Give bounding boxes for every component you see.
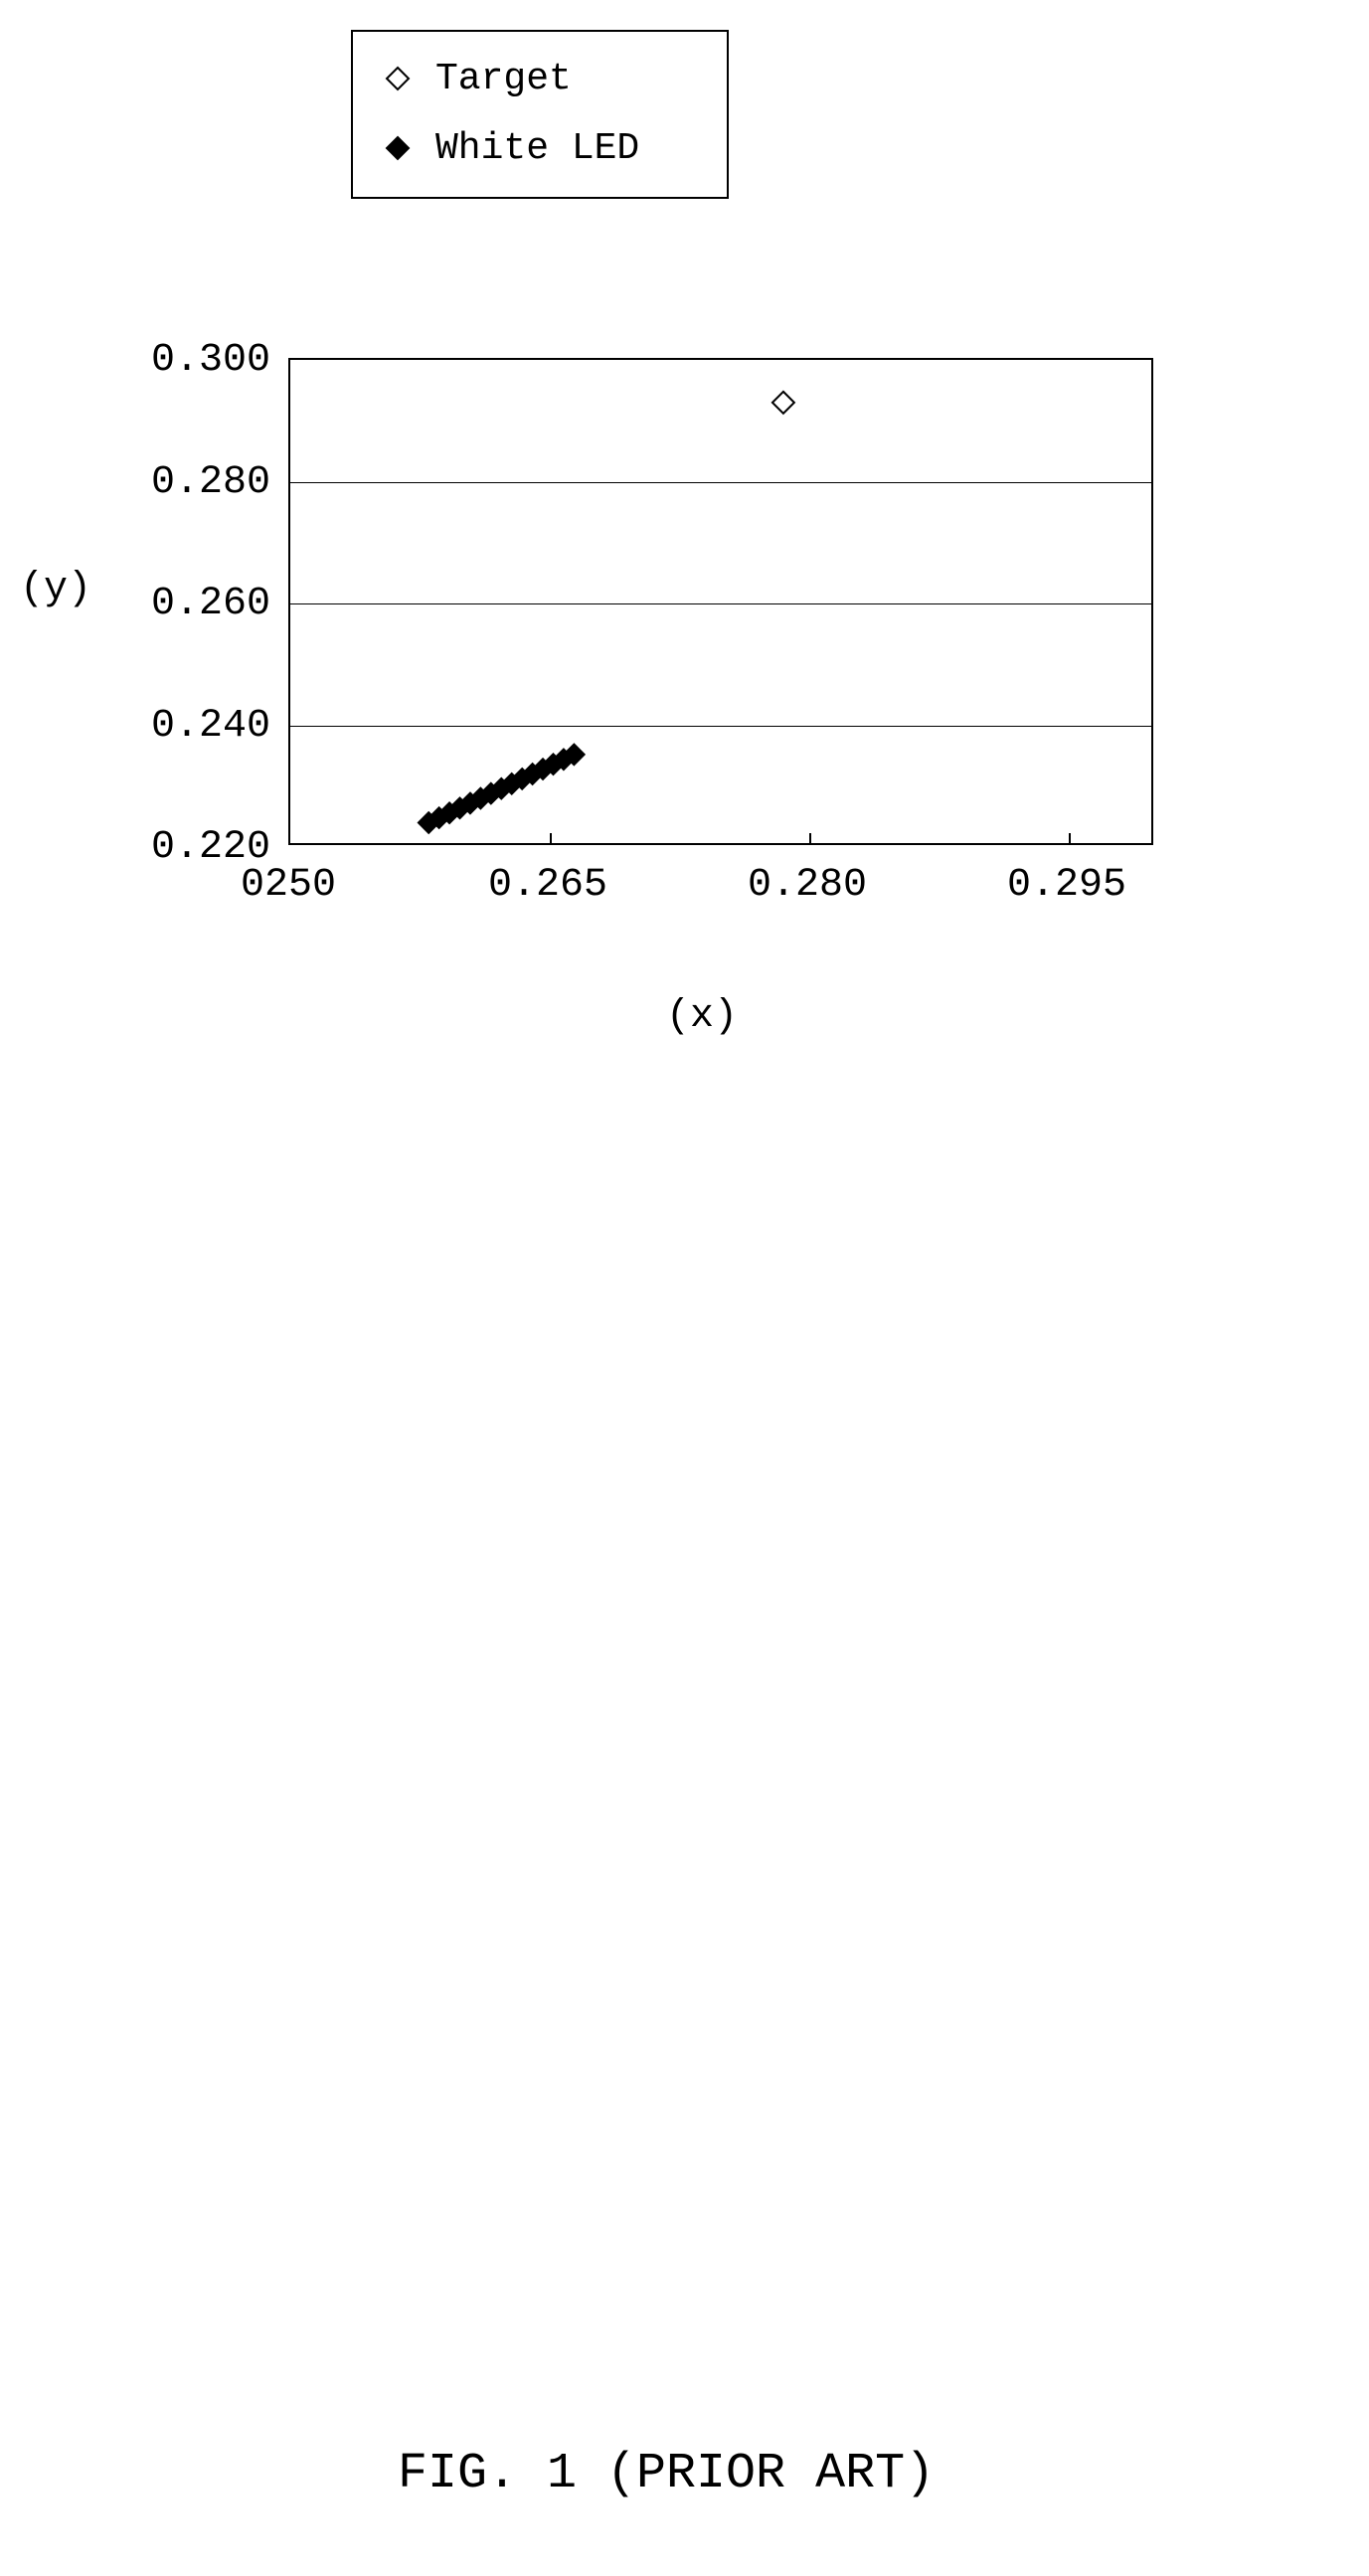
legend-label: White LED xyxy=(435,127,639,170)
diamond-open-icon xyxy=(378,68,418,89)
x-tick xyxy=(1069,833,1071,843)
y-axis-label: (y) xyxy=(20,567,91,611)
legend-item: White LED xyxy=(378,124,639,172)
x-tick-label: 0.280 xyxy=(738,863,877,908)
x-tick xyxy=(809,833,811,843)
x-tick-label: 0.265 xyxy=(478,863,617,908)
y-tick-label: 0.260 xyxy=(151,582,270,626)
diamond-filled-icon xyxy=(378,137,418,159)
x-tick-label: 0.295 xyxy=(997,863,1136,908)
legend-label: Target xyxy=(435,58,572,100)
x-axis-label: (x) xyxy=(666,994,738,1039)
plot-area xyxy=(288,358,1153,845)
figure-caption: FIG. 1 (PRIOR ART) xyxy=(398,2446,935,2502)
x-tick xyxy=(550,833,552,843)
y-tick-label: 0.300 xyxy=(151,338,270,383)
diamond-open-icon xyxy=(772,392,794,414)
y-tick-label: 0.280 xyxy=(151,460,270,505)
y-tick-label: 0.240 xyxy=(151,704,270,749)
legend-item: Target xyxy=(378,55,572,102)
plot-svg xyxy=(290,360,1155,847)
x-tick-label: 0250 xyxy=(219,863,358,908)
